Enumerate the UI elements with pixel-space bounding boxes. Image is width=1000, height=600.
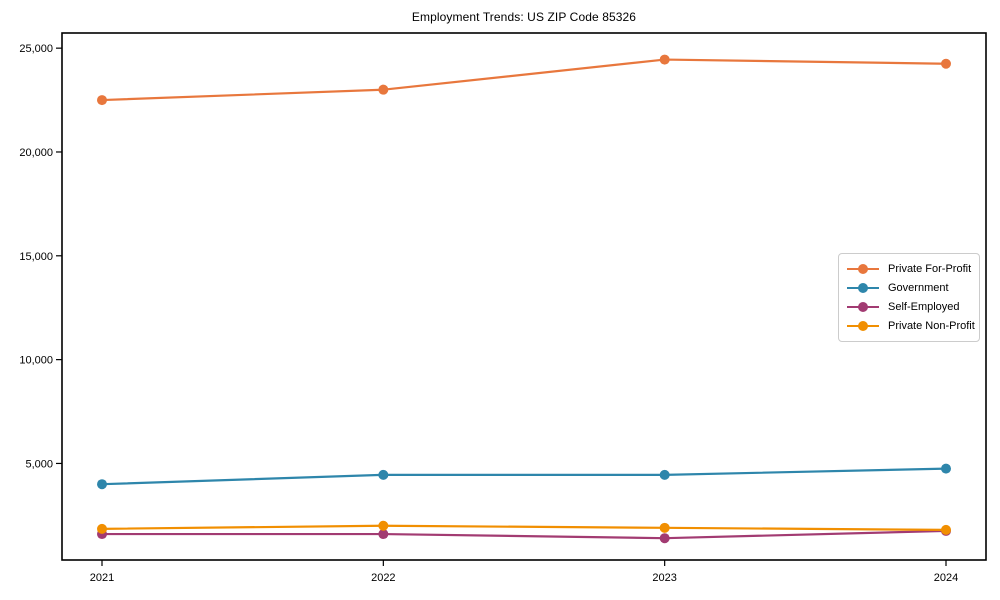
legend-line-marker-swatch [847, 302, 879, 312]
series-line [100, 467, 948, 486]
legend-line-marker-swatch [847, 321, 879, 331]
chart-legend: Private For-Profit Government Self-Employe… [838, 253, 980, 342]
legend-label: Private Non-Profit [888, 320, 975, 332]
data-point-marker [659, 533, 670, 544]
x-tick-label: 2024 [934, 572, 958, 584]
data-point-marker [659, 522, 670, 533]
y-tick-label: 20,000 [19, 147, 53, 159]
y-tick-label: 25,000 [19, 43, 53, 55]
y-tick-label: 15,000 [19, 251, 53, 263]
data-point-marker [659, 469, 670, 480]
data-point-marker [378, 84, 389, 95]
data-point-marker [941, 524, 951, 535]
series-line [100, 58, 948, 102]
data-point-marker [378, 520, 389, 531]
series-line [100, 529, 948, 540]
data-point-marker [97, 479, 107, 490]
series-line [100, 524, 948, 531]
x-tick-label: 2022 [371, 572, 395, 584]
chart-title: Employment Trends: US ZIP Code 85326 [411, 10, 637, 24]
data-point-marker [378, 529, 389, 540]
legend-item: Government [847, 279, 971, 297]
y-tick-label: 10,000 [19, 355, 53, 367]
legend-label: Private For-Profit [888, 263, 972, 275]
y-tick-label: 5,000 [25, 458, 53, 470]
data-point-marker [97, 523, 107, 534]
x-tick-label: 2021 [90, 572, 114, 584]
data-point-marker [659, 54, 670, 65]
legend-item: Self-Employed [847, 298, 971, 316]
legend-item: Private Non-Profit [847, 317, 975, 335]
data-point-marker [941, 463, 951, 474]
legend-line-marker-swatch [847, 264, 879, 274]
legend-label: Self-Employed [888, 301, 960, 313]
x-tick-label: 2023 [652, 572, 676, 584]
legend-line-marker-swatch [847, 283, 879, 293]
data-point-marker [378, 469, 389, 480]
legend-item: Private For-Profit [847, 260, 971, 278]
data-point-marker [941, 58, 951, 69]
data-point-marker [97, 95, 107, 106]
legend-label: Government [888, 282, 949, 294]
plot-area-border [61, 32, 987, 561]
